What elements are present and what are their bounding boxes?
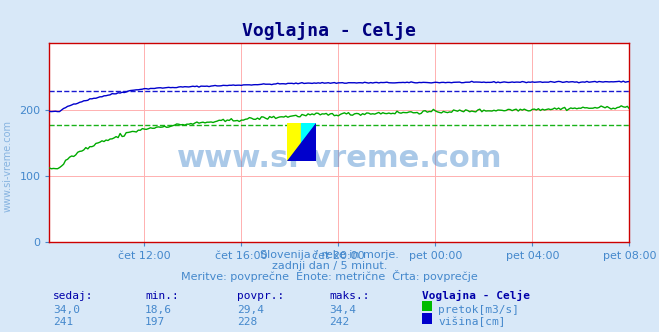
Text: 34,4: 34,4 (330, 305, 357, 315)
Text: min.:: min.: (145, 291, 179, 301)
Text: 18,6: 18,6 (145, 305, 172, 315)
Bar (302, 123, 316, 161)
Text: 242: 242 (330, 317, 350, 327)
Text: Voglajna - Celje: Voglajna - Celje (422, 290, 530, 301)
Text: Meritve: povprečne  Enote: metrične  Črta: povprečje: Meritve: povprečne Enote: metrične Črta:… (181, 270, 478, 282)
Text: www.si-vreme.com: www.si-vreme.com (177, 144, 502, 173)
Text: povpr.:: povpr.: (237, 291, 285, 301)
Text: Slovenija / reke in morje.: Slovenija / reke in morje. (260, 250, 399, 260)
Text: maks.:: maks.: (330, 291, 370, 301)
Text: 29,4: 29,4 (237, 305, 264, 315)
Text: Voglajna - Celje: Voglajna - Celje (243, 22, 416, 40)
Text: višina[cm]: višina[cm] (438, 317, 505, 327)
Text: 228: 228 (237, 317, 258, 327)
Text: 241: 241 (53, 317, 73, 327)
Text: www.si-vreme.com: www.si-vreme.com (3, 120, 13, 212)
Text: pretok[m3/s]: pretok[m3/s] (438, 305, 519, 315)
Text: zadnji dan / 5 minut.: zadnji dan / 5 minut. (272, 261, 387, 271)
Text: 34,0: 34,0 (53, 305, 80, 315)
Polygon shape (287, 123, 316, 161)
Text: 197: 197 (145, 317, 165, 327)
Bar (287, 123, 302, 161)
Text: sedaj:: sedaj: (53, 291, 93, 301)
